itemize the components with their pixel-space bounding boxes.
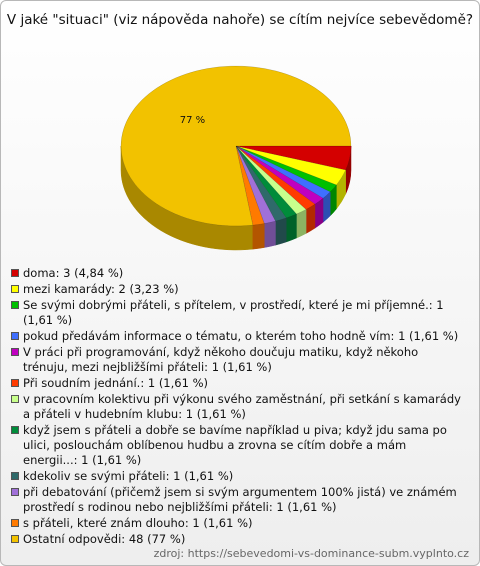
pie-slice [235, 145, 307, 215]
legend-swatch [11, 535, 19, 543]
value-label: 77 % [180, 115, 205, 126]
pie-slice [235, 145, 347, 186]
pie-slice [235, 145, 324, 205]
pie-slice [235, 145, 352, 171]
pie-side [285, 213, 297, 243]
legend-label: když jsem s přáteli a dobře se bavíme na… [23, 423, 447, 467]
legend-item: v pracovním kolektivu při výkonu svého z… [11, 392, 463, 422]
chart-title: V jaké "situaci" (viz nápověda nahoře) s… [6, 12, 474, 28]
legend-item: Při soudním jednání.: 1 (1,61 %) [11, 376, 463, 391]
legend-label: doma: 3 (4,84 %) [23, 266, 124, 280]
legend-swatch [11, 488, 19, 496]
legend-swatch [11, 332, 19, 340]
pie-slice [235, 145, 316, 210]
legend-item: V práci při programování, když někoho do… [11, 345, 463, 375]
legend-item: doma: 3 (4,84 %) [11, 266, 463, 281]
legend-swatch [11, 395, 19, 403]
legend-item: mezi kamarády: 2 (3,23 %) [11, 282, 463, 297]
legend-label: mezi kamarády: 2 (3,23 %) [23, 282, 179, 296]
legend-label: s přáteli, které znám dlouho: 1 (1,61 %) [23, 516, 253, 530]
legend-label: při debatování (přičemž jsem si svým arg… [23, 485, 457, 514]
legend-item: při debatování (přičemž jsem si svým arg… [11, 485, 463, 515]
legend-label: kdekoliv se svými přáteli: 1 (1,61 %) [23, 469, 234, 483]
pie-slice [120, 65, 352, 227]
pie-side [252, 223, 265, 250]
legend-item: Se svými dobrými přáteli, s přítelem, v … [11, 298, 463, 328]
legend-swatch [11, 269, 19, 277]
legend-swatch [11, 285, 19, 293]
legend-swatch [11, 472, 19, 480]
source: zdroj: https://sebevedomi-vs-dominance-s… [153, 547, 469, 560]
legend-swatch [11, 301, 19, 309]
pie-side [296, 209, 307, 239]
legend-swatch [11, 519, 19, 527]
pie-slice [235, 145, 265, 226]
legend-item: s přáteli, které znám dlouho: 1 (1,61 %) [11, 516, 463, 531]
legend-label: Při soudním jednání.: 1 (1,61 %) [23, 376, 208, 390]
pie-slice [235, 145, 287, 222]
legend-item: pokud předávám informace o tématu, o kte… [11, 329, 463, 344]
legend-item: Ostatní odpovědi: 48 (77 %) [11, 532, 463, 547]
pie-slice [235, 145, 337, 193]
legend-label: Ostatní odpovědi: 48 (77 %) [23, 532, 186, 546]
pie-side [275, 217, 287, 246]
pie-slice [235, 145, 297, 219]
legend: doma: 3 (4,84 %) mezi kamarády: 2 (3,23 %… [11, 266, 463, 548]
legend-label: V práci při programování, když někoho do… [23, 345, 419, 374]
pie: 77 % [120, 65, 352, 251]
legend-swatch [11, 379, 19, 387]
legend-label: pokud předávám informace o tématu, o kte… [23, 329, 459, 343]
pie-slice [235, 145, 331, 199]
legend-label: Se svými dobrými přáteli, s přítelem, v … [23, 298, 444, 327]
legend-swatch [11, 426, 19, 434]
pie-side [264, 220, 276, 248]
legend-item: když jsem s přáteli a dobře se bavíme na… [11, 423, 463, 468]
pie-slice [235, 145, 276, 224]
legend-swatch [11, 348, 19, 356]
legend-item: kdekoliv se svými přáteli: 1 (1,61 %) [11, 469, 463, 484]
legend-label: v pracovním kolektivu při výkonu svého z… [23, 392, 461, 421]
